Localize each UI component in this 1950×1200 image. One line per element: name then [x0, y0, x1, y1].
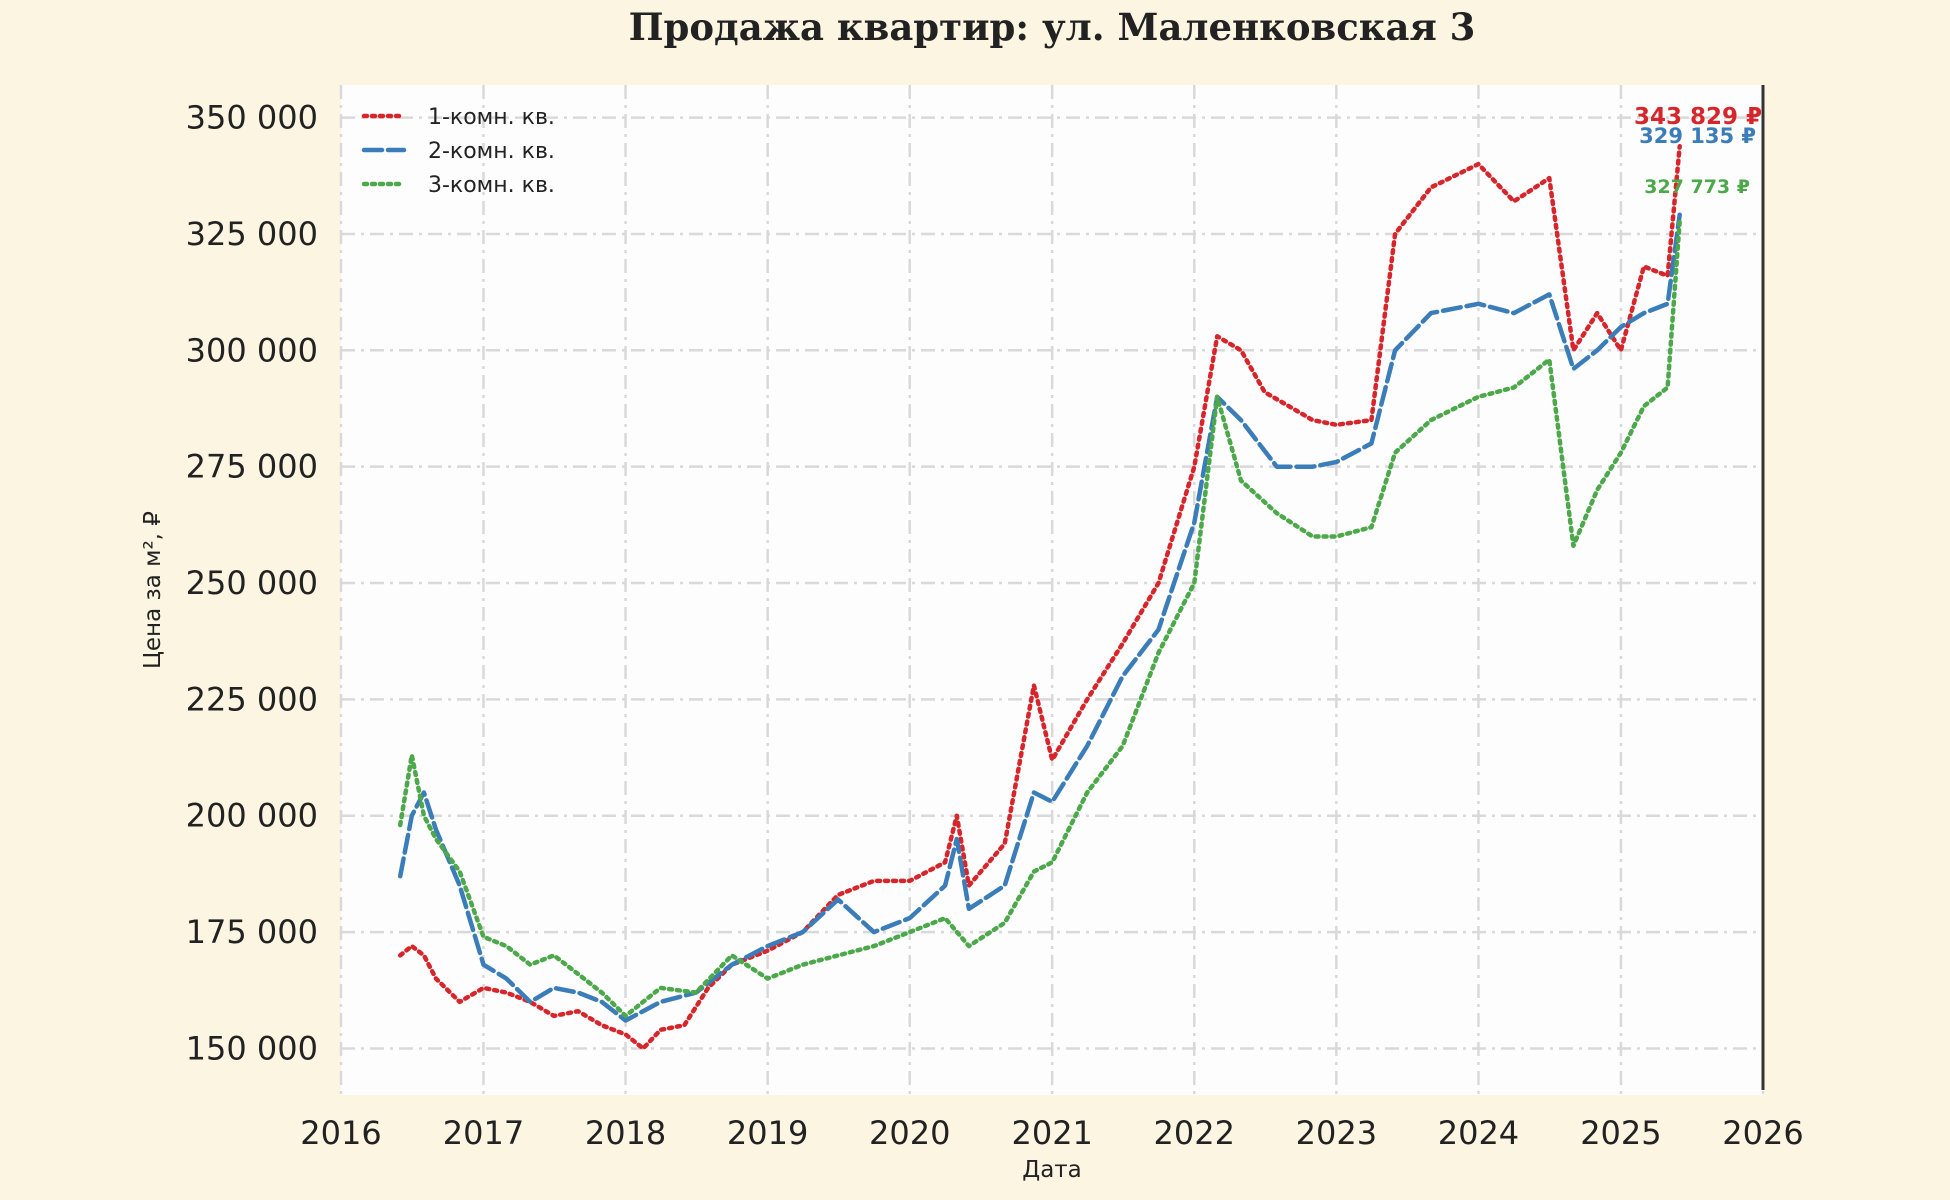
series-line — [397, 212, 1682, 1023]
series-end-label: 327 773 ₽ — [1644, 176, 1750, 198]
series-line — [397, 144, 1682, 1051]
y-tick-label: 200 000 — [186, 797, 318, 835]
x-axis-ticks: 2016 2017 2018 2019 2020 2021 2022 2023 2024 2025… — [300, 1114, 1803, 1152]
x-tick-label: 2026 — [1722, 1114, 1803, 1152]
series-end-label: 343 829 ₽ — [1634, 104, 1762, 130]
y-tick-label: 175 000 — [186, 913, 318, 951]
x-tick-label: 2021 — [1011, 1114, 1092, 1152]
chart-title: Продажа квартир: ул. Маленковская 3 — [629, 5, 1476, 49]
y-tick-label: 300 000 — [186, 331, 318, 369]
legend-label: 2-комн. кв. — [428, 139, 555, 164]
y-tick-label: 150 000 — [186, 1029, 318, 1067]
series-layer — [397, 144, 1682, 1051]
y-tick-label: 250 000 — [186, 564, 318, 602]
x-axis-label: Дата — [1022, 1157, 1082, 1183]
x-tick-label: 2018 — [585, 1114, 666, 1152]
legend-label: 1-комн. кв. — [428, 105, 555, 130]
y-axis-label: Цена за м², ₽ — [140, 511, 166, 669]
x-tick-label: 2016 — [300, 1114, 381, 1152]
x-tick-label: 2023 — [1296, 1114, 1377, 1152]
y-axis-ticks: 150 000 175 000 200 000 225 000 250 000 275 0… — [186, 99, 318, 1068]
x-tick-label: 2025 — [1580, 1114, 1661, 1152]
series-line — [397, 218, 1682, 1019]
x-tick-label: 2017 — [443, 1114, 524, 1152]
end-labels: 343 829 ₽329 135 ₽ 327 773 ₽ — [1634, 104, 1762, 198]
y-tick-label: 275 000 — [186, 448, 318, 486]
x-tick-label: 2022 — [1154, 1114, 1235, 1152]
y-tick-label: 350 000 — [186, 99, 318, 137]
legend-label: 3-комн. кв. — [428, 173, 555, 198]
x-tick-label: 2024 — [1438, 1114, 1519, 1152]
series-end-label: 329 135 ₽ — [1639, 124, 1756, 148]
y-tick-label: 325 000 — [186, 215, 318, 253]
y-tick-label: 225 000 — [186, 680, 318, 718]
legend: 1-комн. кв. 2-комн. кв. 3-комн. кв. — [361, 105, 555, 198]
x-tick-label: 2019 — [727, 1114, 808, 1152]
x-tick-label: 2020 — [869, 1114, 950, 1152]
